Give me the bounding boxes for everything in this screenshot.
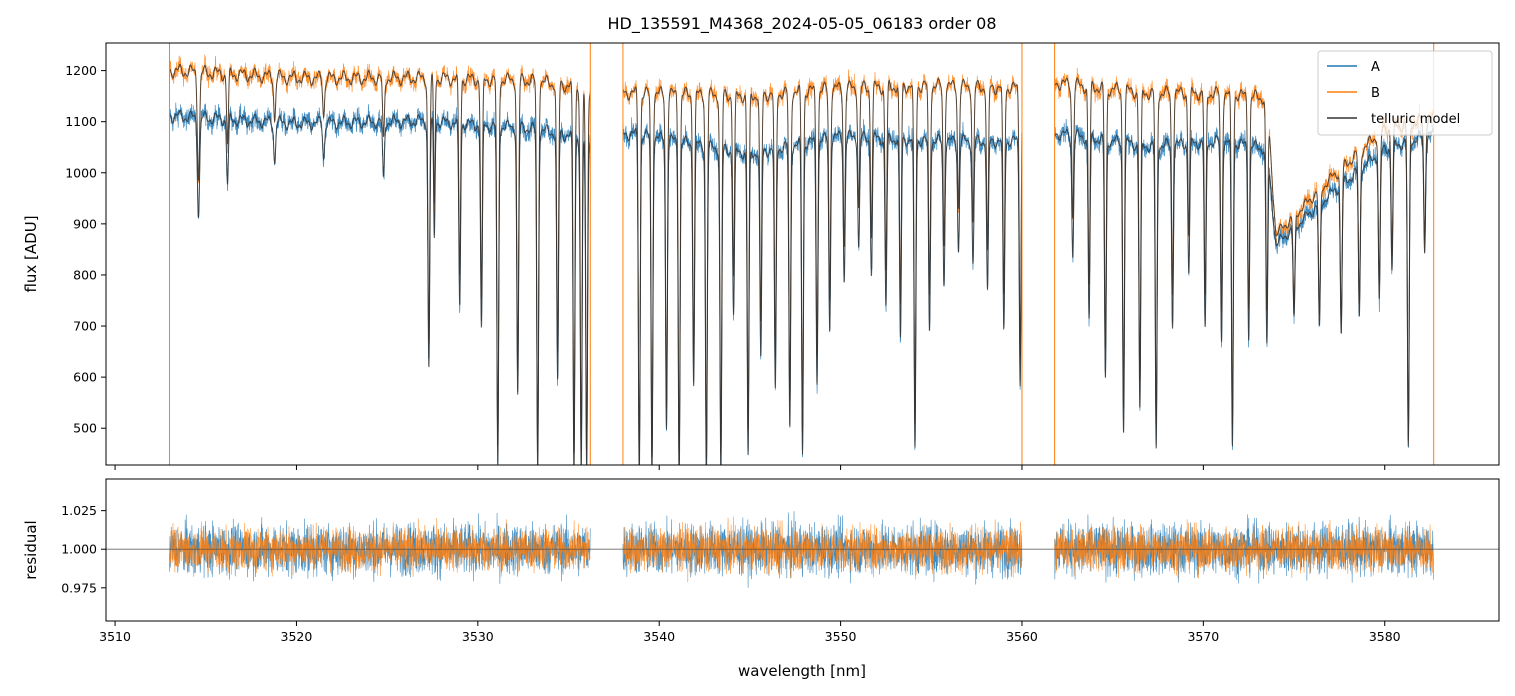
flux-series-b-segment-2: [622, 69, 1023, 465]
x-tick-label-6: 3570: [1187, 629, 1219, 644]
flux-series-b-segment-3: [1054, 67, 1434, 441]
chart-title: HD_135591_M4368_2024-05-05_06183 order 0…: [607, 14, 996, 34]
telluric-model-a-segment-1: [169, 109, 591, 465]
residual-series-layer: [106, 511, 1499, 588]
legend-entry-a: A: [1327, 60, 1380, 75]
flux-y-tick-label-5: 1000: [65, 165, 97, 180]
residual-series-b-segment-1: [169, 518, 591, 579]
x-tick-label-2: 3530: [462, 629, 494, 644]
x-tick-label-1: 3520: [281, 629, 313, 644]
flux-y-tick-label-6: 1100: [65, 114, 97, 129]
flux-y-tick-label-4: 900: [73, 216, 97, 231]
x-tick-label-4: 3550: [825, 629, 857, 644]
legend-frame: [1317, 50, 1493, 136]
residual-panel: 0.975 1.000 1.025 3510 3520 3530 3540 3550 3560…: [22, 478, 1500, 644]
residual-series-b-segment-3: [1054, 519, 1434, 579]
residual-y-tick-label-2: 1.025: [61, 503, 97, 518]
flux-series-layer: [168, 43, 1435, 465]
telluric-model-b-segment-3: [1054, 77, 1434, 440]
x-tick-label-7: 3580: [1369, 629, 1401, 644]
residual-x-ticks: 3510 3520 3530 3540 3550 3560 3570 3580: [99, 621, 1401, 644]
flux-series-a-segment-1: [169, 102, 591, 465]
telluric-model-a-segment-3: [1054, 127, 1434, 449]
residual-y-tick-label-1: 1.000: [61, 542, 97, 557]
x-tick-label-5: 3560: [1006, 629, 1038, 644]
flux-y-ticks: 500 600 700 800 900 1000 1100 1200: [65, 63, 106, 436]
legend-entry-telluric-model: telluric model: [1327, 112, 1460, 127]
legend-label-telluric-model: telluric model: [1371, 112, 1460, 127]
flux-y-tick-label-3: 800: [73, 267, 97, 282]
flux-series-a-segment-2: [622, 117, 1023, 465]
flux-y-axis-label: flux [ADU]: [22, 215, 40, 292]
flux-y-tick-label-2: 700: [73, 319, 97, 334]
flux-y-tick-label-1: 600: [73, 370, 97, 385]
telluric-model-b-segment-1: [169, 63, 591, 454]
legend-label-b: B: [1371, 86, 1380, 101]
flux-panel-frame: [105, 42, 1500, 466]
residual-y-axis-label: residual: [22, 520, 40, 579]
flux-series-b-segment-1: [169, 54, 591, 458]
x-tick-label-0: 3510: [99, 629, 131, 644]
x-axis-label: wavelength [nm]: [738, 662, 866, 680]
telluric-model-b-segment-2: [622, 77, 1023, 463]
flux-x-ticks: [114, 465, 1386, 470]
residual-y-ticks: 0.975 1.000 1.025: [61, 503, 106, 595]
residual-y-tick-label-0: 0.975: [61, 580, 97, 595]
flux-y-tick-label-0: 500: [73, 421, 97, 436]
legend: A B telluric model: [1317, 50, 1493, 136]
residual-panel-frame: [105, 478, 1500, 622]
flux-y-tick-label-7: 1200: [65, 63, 97, 78]
flux-panel: 500 600 700 800 900 1000 1100 1200 flux [ADU] A…: [22, 42, 1500, 470]
legend-label-a: A: [1371, 60, 1380, 75]
x-tick-label-3: 3540: [643, 629, 675, 644]
legend-entry-b: B: [1327, 86, 1380, 101]
telluric-model-a-segment-2: [622, 127, 1023, 465]
